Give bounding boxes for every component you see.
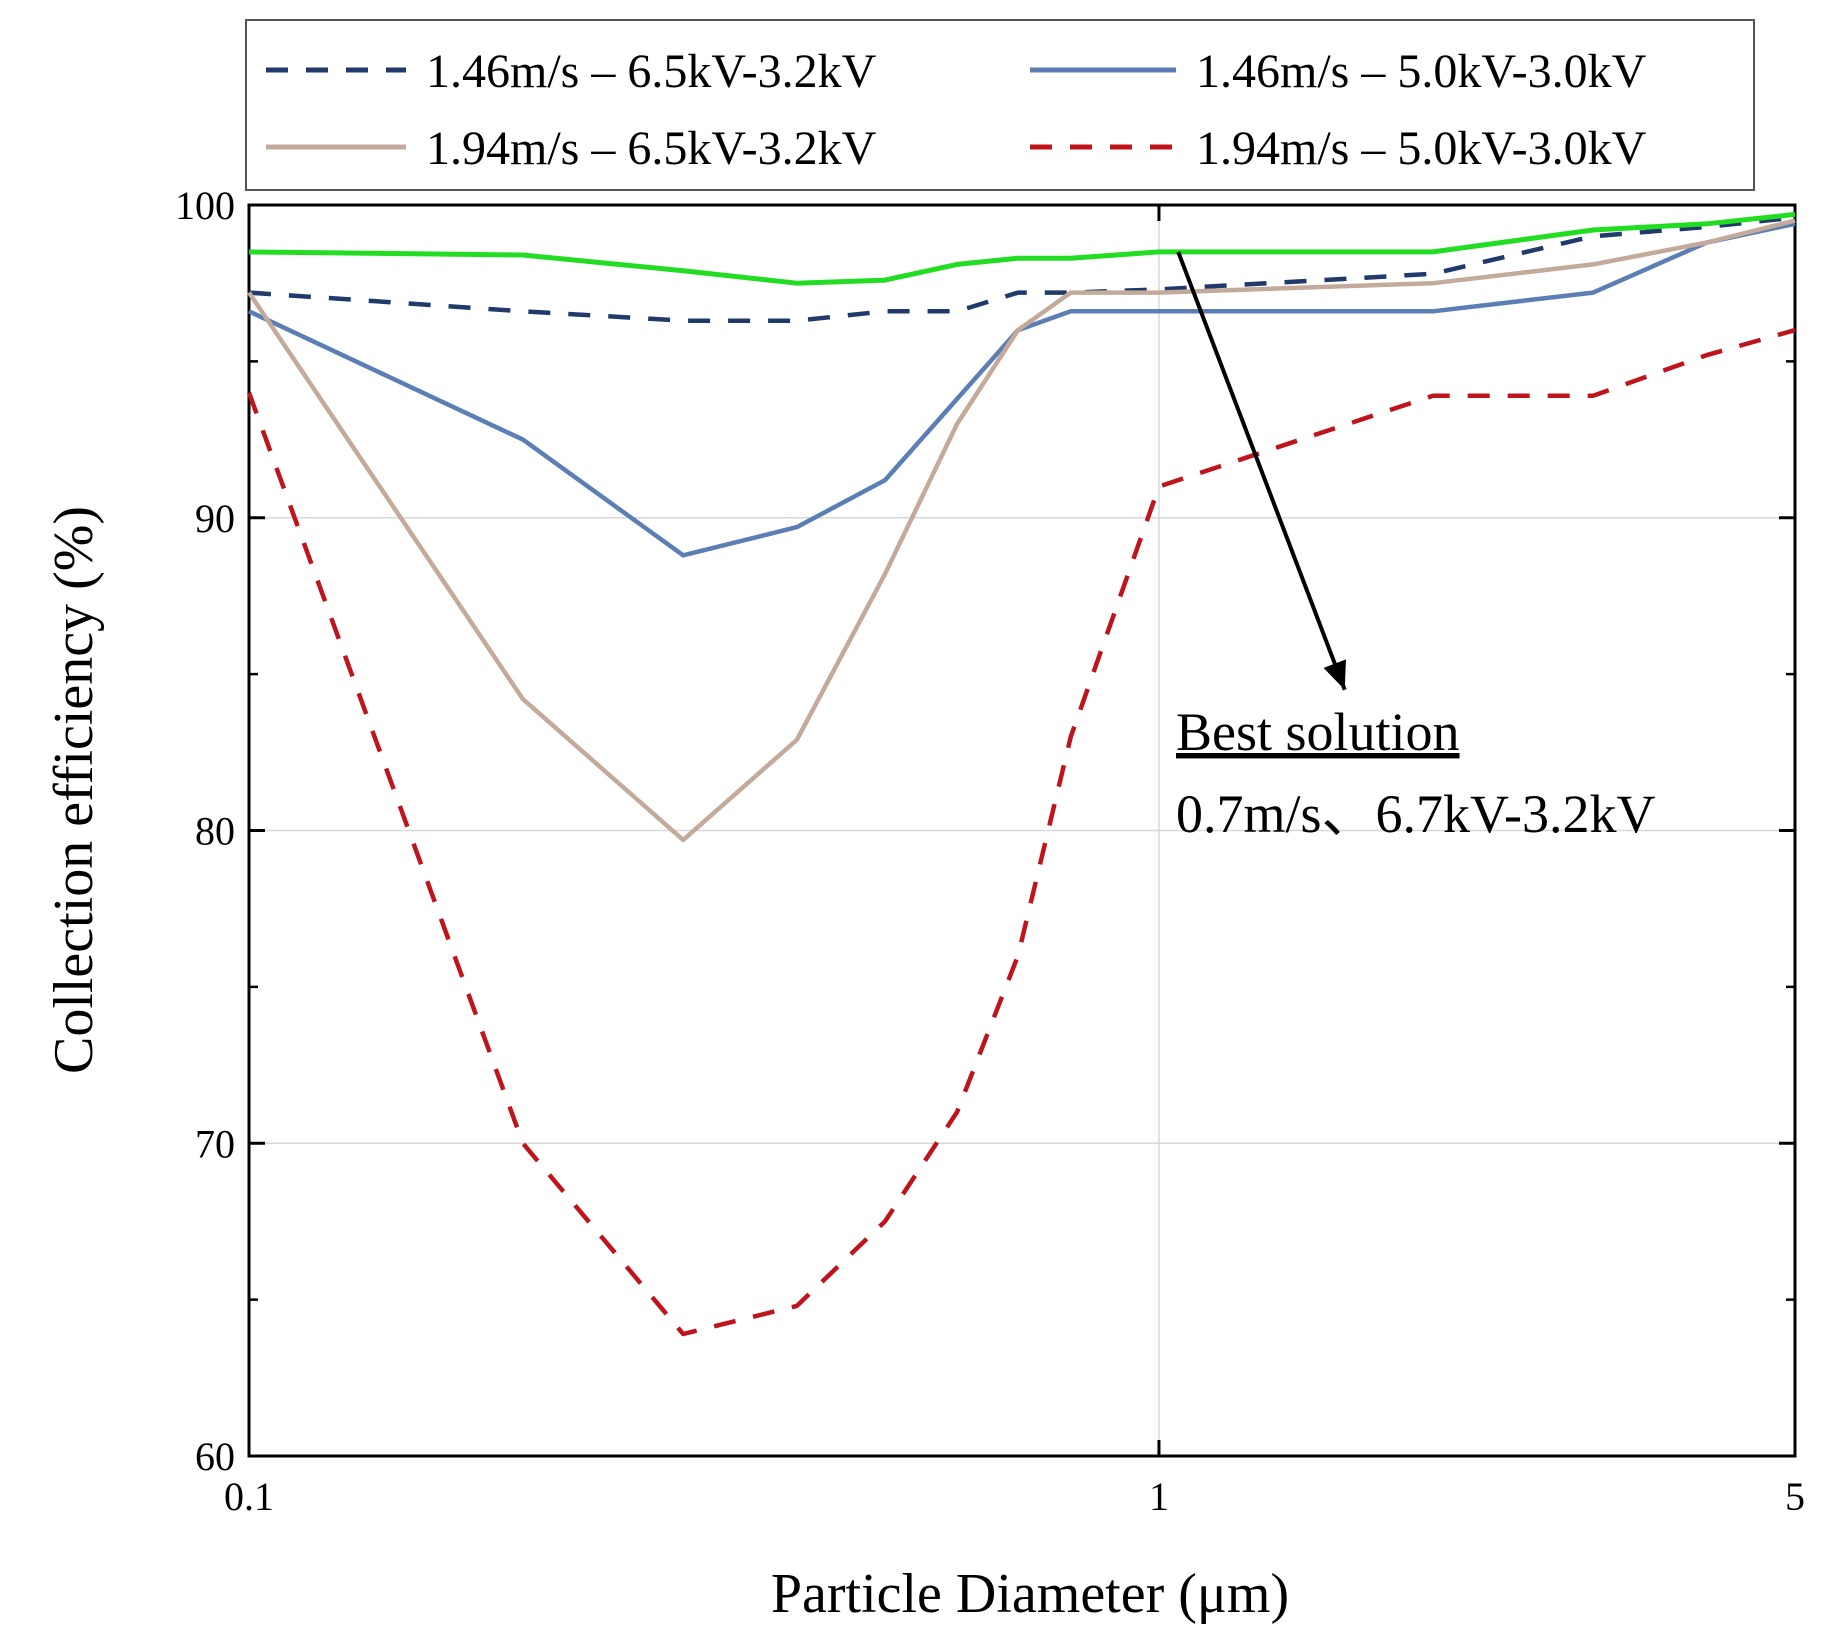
series-line-1 <box>248 215 1796 323</box>
legend: 1.46m/s – 6.5kV-3.2kV 1.46m/s – 5.0kV-3.0… <box>266 45 1647 175</box>
series-lines <box>246 211 1796 1337</box>
y-axis-title: Collection efficiency (%) <box>43 506 105 1074</box>
legend-label: 1.46m/s – 5.0kV-3.0kV <box>1196 45 1647 98</box>
annotation-arrow <box>1176 251 1347 691</box>
x-tick-label: 1 <box>1149 1474 1169 1519</box>
legend-label: 1.46m/s – 6.5kV-3.2kV <box>426 45 877 98</box>
legend-box <box>245 19 1755 191</box>
legend-label: 1.94m/s – 6.5kV-3.2kV <box>426 122 877 175</box>
series-line-3 <box>247 218 1796 843</box>
y-tick-label: 100 <box>175 183 235 228</box>
legend-label: 1.94m/s – 5.0kV-3.0kV <box>1196 122 1647 175</box>
annotation-text: 0.7m/s、6.7kV-3.2kV <box>1176 784 1656 844</box>
y-tick-label: 70 <box>195 1121 235 1166</box>
annotation-title: Best solution <box>1176 702 1460 762</box>
series-line-4 <box>246 327 1796 1337</box>
y-tick-label: 60 <box>195 1434 235 1479</box>
series-line-5 <box>248 211 1796 286</box>
y-tick-label: 90 <box>195 496 235 541</box>
series-line-2 <box>248 221 1796 558</box>
grid <box>249 205 1795 1456</box>
x-tick-label: 0.1 <box>224 1474 274 1519</box>
x-tick-label: 5 <box>1785 1474 1805 1519</box>
y-tick-label: 80 <box>195 809 235 854</box>
tick-labels: 60 70 80 90 100 0.1 1 5 <box>175 183 1805 1519</box>
x-axis-title: Particle Diameter (μm) <box>771 1563 1289 1625</box>
axis-ticks <box>247 203 1797 1458</box>
annotation: Best solution 0.7m/s、6.7kV-3.2kV <box>1176 251 1656 844</box>
